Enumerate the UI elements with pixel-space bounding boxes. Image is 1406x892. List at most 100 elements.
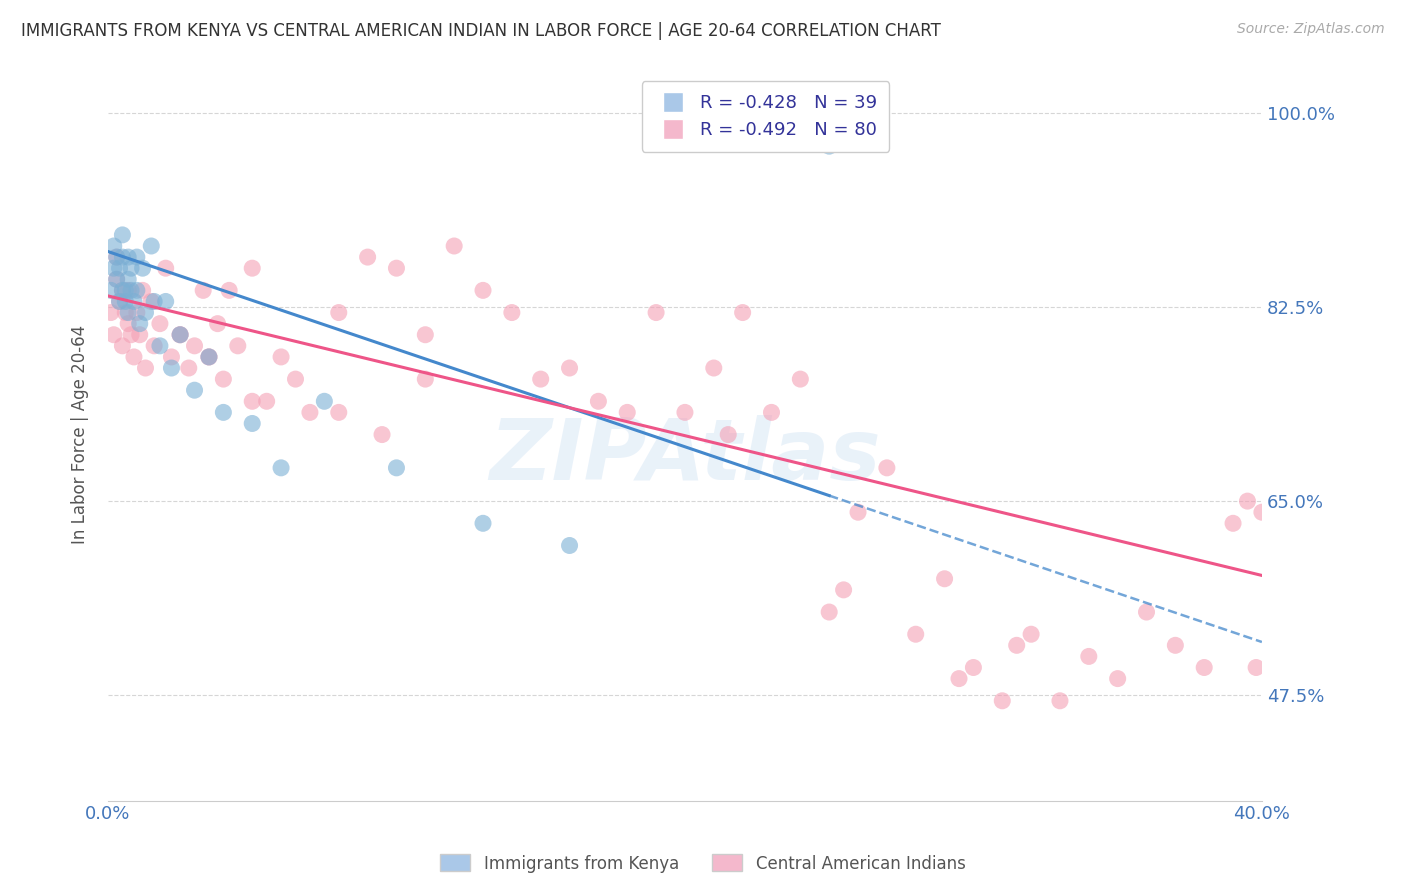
Point bbox=[846, 505, 869, 519]
Point bbox=[122, 294, 145, 309]
Point bbox=[934, 572, 956, 586]
Text: IMMIGRANTS FROM KENYA VS CENTRAL AMERICAN INDIAN IN LABOR FORCE | AGE 20-64 CORR: IMMIGRANTS FROM KENYA VS CENTRAL AMERICA… bbox=[21, 22, 941, 40]
Point bbox=[240, 394, 263, 409]
Point bbox=[198, 350, 221, 364]
Point bbox=[125, 250, 148, 264]
Point bbox=[108, 294, 131, 309]
Point bbox=[832, 582, 855, 597]
Point bbox=[948, 672, 970, 686]
Point bbox=[298, 405, 321, 419]
Point bbox=[169, 327, 191, 342]
Point bbox=[105, 272, 128, 286]
Point bbox=[125, 305, 148, 319]
Point bbox=[731, 305, 754, 319]
Point bbox=[1005, 638, 1028, 652]
Point bbox=[212, 372, 235, 386]
Point bbox=[240, 417, 263, 431]
Point bbox=[169, 327, 191, 342]
Point bbox=[169, 327, 191, 342]
Point bbox=[501, 305, 523, 319]
Point bbox=[991, 694, 1014, 708]
Point bbox=[207, 317, 229, 331]
Point bbox=[105, 272, 128, 286]
Point bbox=[131, 284, 153, 298]
Legend: R = -0.428   N = 39, R = -0.492   N = 80: R = -0.428 N = 39, R = -0.492 N = 80 bbox=[643, 81, 890, 152]
Point bbox=[111, 227, 134, 242]
Point bbox=[558, 539, 581, 553]
Point bbox=[1019, 627, 1042, 641]
Point bbox=[155, 294, 177, 309]
Point bbox=[1236, 494, 1258, 508]
Point bbox=[160, 361, 183, 376]
Point bbox=[117, 317, 139, 331]
Point bbox=[114, 294, 136, 309]
Text: Source: ZipAtlas.com: Source: ZipAtlas.com bbox=[1237, 22, 1385, 37]
Point bbox=[100, 305, 122, 319]
Point bbox=[284, 372, 307, 386]
Point bbox=[108, 261, 131, 276]
Point bbox=[141, 294, 163, 309]
Point bbox=[198, 350, 221, 364]
Point bbox=[143, 294, 166, 309]
Point bbox=[183, 383, 205, 397]
Point bbox=[240, 261, 263, 276]
Point bbox=[413, 372, 436, 386]
Point bbox=[314, 394, 336, 409]
Point bbox=[328, 405, 350, 419]
Point bbox=[703, 361, 725, 376]
Point bbox=[385, 460, 408, 475]
Point bbox=[616, 405, 638, 419]
Point bbox=[117, 250, 139, 264]
Point bbox=[155, 261, 177, 276]
Point bbox=[328, 305, 350, 319]
Point bbox=[472, 284, 495, 298]
Point bbox=[270, 350, 292, 364]
Point bbox=[117, 284, 139, 298]
Legend: Immigrants from Kenya, Central American Indians: Immigrants from Kenya, Central American … bbox=[434, 847, 972, 880]
Text: ZIPAtlas: ZIPAtlas bbox=[489, 415, 880, 498]
Point bbox=[149, 339, 172, 353]
Point bbox=[256, 394, 278, 409]
Point bbox=[177, 361, 200, 376]
Point bbox=[198, 350, 221, 364]
Point bbox=[120, 327, 142, 342]
Point bbox=[1049, 694, 1071, 708]
Point bbox=[413, 327, 436, 342]
Point bbox=[103, 239, 125, 253]
Point bbox=[218, 284, 240, 298]
Point bbox=[1222, 516, 1244, 531]
Point bbox=[134, 305, 156, 319]
Point bbox=[212, 405, 235, 419]
Point bbox=[558, 361, 581, 376]
Point bbox=[120, 261, 142, 276]
Point bbox=[1244, 660, 1267, 674]
Y-axis label: In Labor Force | Age 20-64: In Labor Force | Age 20-64 bbox=[72, 325, 89, 544]
Point bbox=[105, 250, 128, 264]
Point bbox=[103, 261, 125, 276]
Point bbox=[111, 250, 134, 264]
Point bbox=[270, 460, 292, 475]
Point bbox=[183, 339, 205, 353]
Point bbox=[673, 405, 696, 419]
Point bbox=[356, 250, 378, 264]
Point bbox=[443, 239, 465, 253]
Point bbox=[141, 239, 163, 253]
Point bbox=[789, 372, 811, 386]
Point bbox=[645, 305, 668, 319]
Point bbox=[1251, 505, 1274, 519]
Point bbox=[114, 284, 136, 298]
Point bbox=[111, 339, 134, 353]
Point bbox=[876, 460, 898, 475]
Point bbox=[160, 350, 183, 364]
Point bbox=[472, 516, 495, 531]
Point bbox=[1077, 649, 1099, 664]
Point bbox=[111, 284, 134, 298]
Point bbox=[143, 339, 166, 353]
Point bbox=[149, 317, 172, 331]
Point bbox=[103, 327, 125, 342]
Point bbox=[122, 350, 145, 364]
Point bbox=[128, 317, 150, 331]
Point bbox=[1192, 660, 1215, 674]
Point bbox=[385, 261, 408, 276]
Point bbox=[1135, 605, 1157, 619]
